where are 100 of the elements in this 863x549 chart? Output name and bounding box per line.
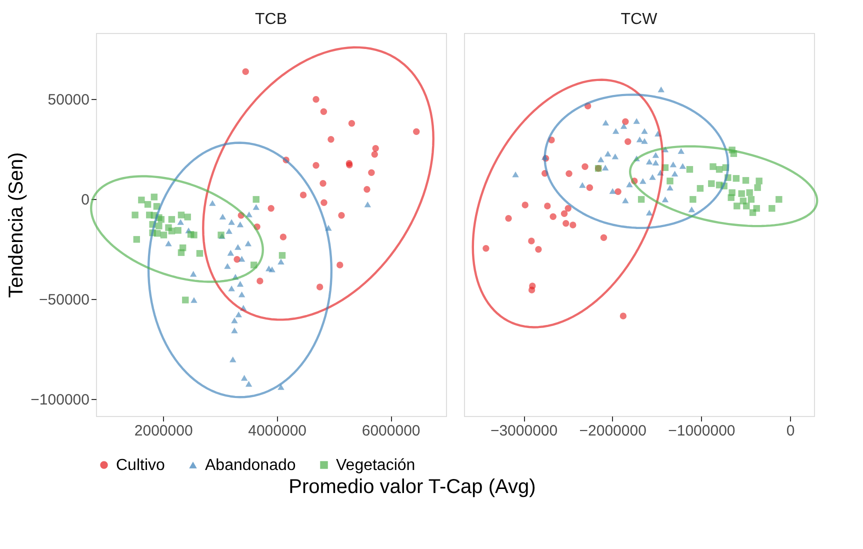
- x-tick-label: −1000000: [668, 422, 736, 440]
- point: [566, 170, 572, 177]
- point: [196, 250, 204, 257]
- point: [560, 210, 568, 217]
- point: [150, 194, 158, 200]
- point: [612, 128, 620, 134]
- point: [602, 120, 610, 126]
- point: [238, 256, 246, 262]
- point: [512, 171, 519, 178]
- point: [338, 212, 345, 219]
- point: [246, 211, 252, 218]
- point: [582, 163, 588, 170]
- point: [234, 244, 242, 250]
- point: [256, 278, 264, 284]
- point: [132, 212, 138, 218]
- point: [168, 228, 176, 234]
- point: [602, 164, 609, 171]
- point: [178, 212, 185, 218]
- point: [364, 201, 371, 208]
- point: [177, 219, 184, 225]
- point: [316, 284, 324, 290]
- point: [158, 216, 165, 223]
- point: [742, 177, 750, 184]
- point: [236, 280, 244, 287]
- point: [190, 270, 197, 277]
- point: [320, 199, 328, 206]
- point: [666, 178, 674, 184]
- point: [746, 189, 753, 196]
- point: [535, 246, 542, 253]
- y-tick-label: 0: [81, 192, 90, 208]
- point: [686, 166, 694, 173]
- point: [768, 205, 776, 212]
- point: [716, 166, 723, 173]
- point: [671, 170, 678, 177]
- legend-label: Abandonado: [205, 457, 296, 474]
- point: [231, 327, 238, 334]
- point: [234, 256, 240, 263]
- x-axis-title: Promedio valor T-Cap (Avg): [288, 476, 536, 498]
- point: [598, 156, 604, 162]
- point: [732, 175, 740, 182]
- point: [154, 230, 161, 237]
- point: [190, 297, 198, 303]
- point: [614, 188, 622, 195]
- x-tick-label: −3000000: [490, 422, 558, 440]
- point: [522, 202, 528, 208]
- point: [372, 145, 379, 152]
- point: [336, 262, 344, 268]
- point: [133, 236, 140, 243]
- point: [368, 169, 375, 176]
- point: [224, 263, 231, 269]
- x-tick-label: −2000000: [579, 422, 646, 440]
- point: [579, 182, 586, 188]
- y-axis-title: Tendencia (Sen): [6, 152, 28, 298]
- point: [364, 186, 370, 193]
- chart-title: TCB: [255, 11, 287, 28]
- point: [652, 160, 660, 166]
- point: [641, 138, 648, 144]
- point: [666, 184, 674, 191]
- point: [228, 285, 235, 292]
- point: [160, 232, 168, 238]
- point: [320, 180, 326, 187]
- point: [182, 296, 189, 304]
- point: [586, 184, 594, 191]
- point: [633, 118, 640, 124]
- point: [638, 196, 645, 203]
- point: [156, 222, 162, 230]
- point: [570, 222, 576, 228]
- y-tick-label: −50000: [39, 292, 90, 308]
- point: [646, 210, 653, 216]
- point: [708, 180, 715, 187]
- point: [710, 163, 716, 170]
- x-tick-label: 0: [786, 422, 795, 440]
- y-tick-label: 50000: [48, 92, 90, 108]
- point: [754, 184, 761, 191]
- point: [624, 138, 632, 145]
- x-tick-label: 2000000: [134, 422, 193, 440]
- point: [231, 317, 238, 324]
- point: [252, 196, 260, 203]
- point: [658, 86, 664, 92]
- point: [219, 214, 226, 220]
- point: [749, 209, 756, 216]
- point: [652, 152, 660, 158]
- point: [670, 161, 677, 168]
- point: [776, 196, 782, 203]
- point: [236, 221, 244, 228]
- point: [636, 136, 644, 142]
- y-tick-label: −100000: [30, 392, 90, 408]
- point: [278, 258, 284, 265]
- point: [734, 202, 740, 210]
- point: [235, 311, 242, 318]
- point: [138, 196, 145, 204]
- point: [190, 232, 198, 238]
- point: [280, 234, 287, 240]
- point: [609, 188, 616, 194]
- point: [640, 178, 646, 184]
- point: [230, 356, 236, 362]
- point: [620, 312, 627, 320]
- point: [226, 228, 232, 234]
- point: [238, 291, 246, 298]
- point: [600, 234, 608, 241]
